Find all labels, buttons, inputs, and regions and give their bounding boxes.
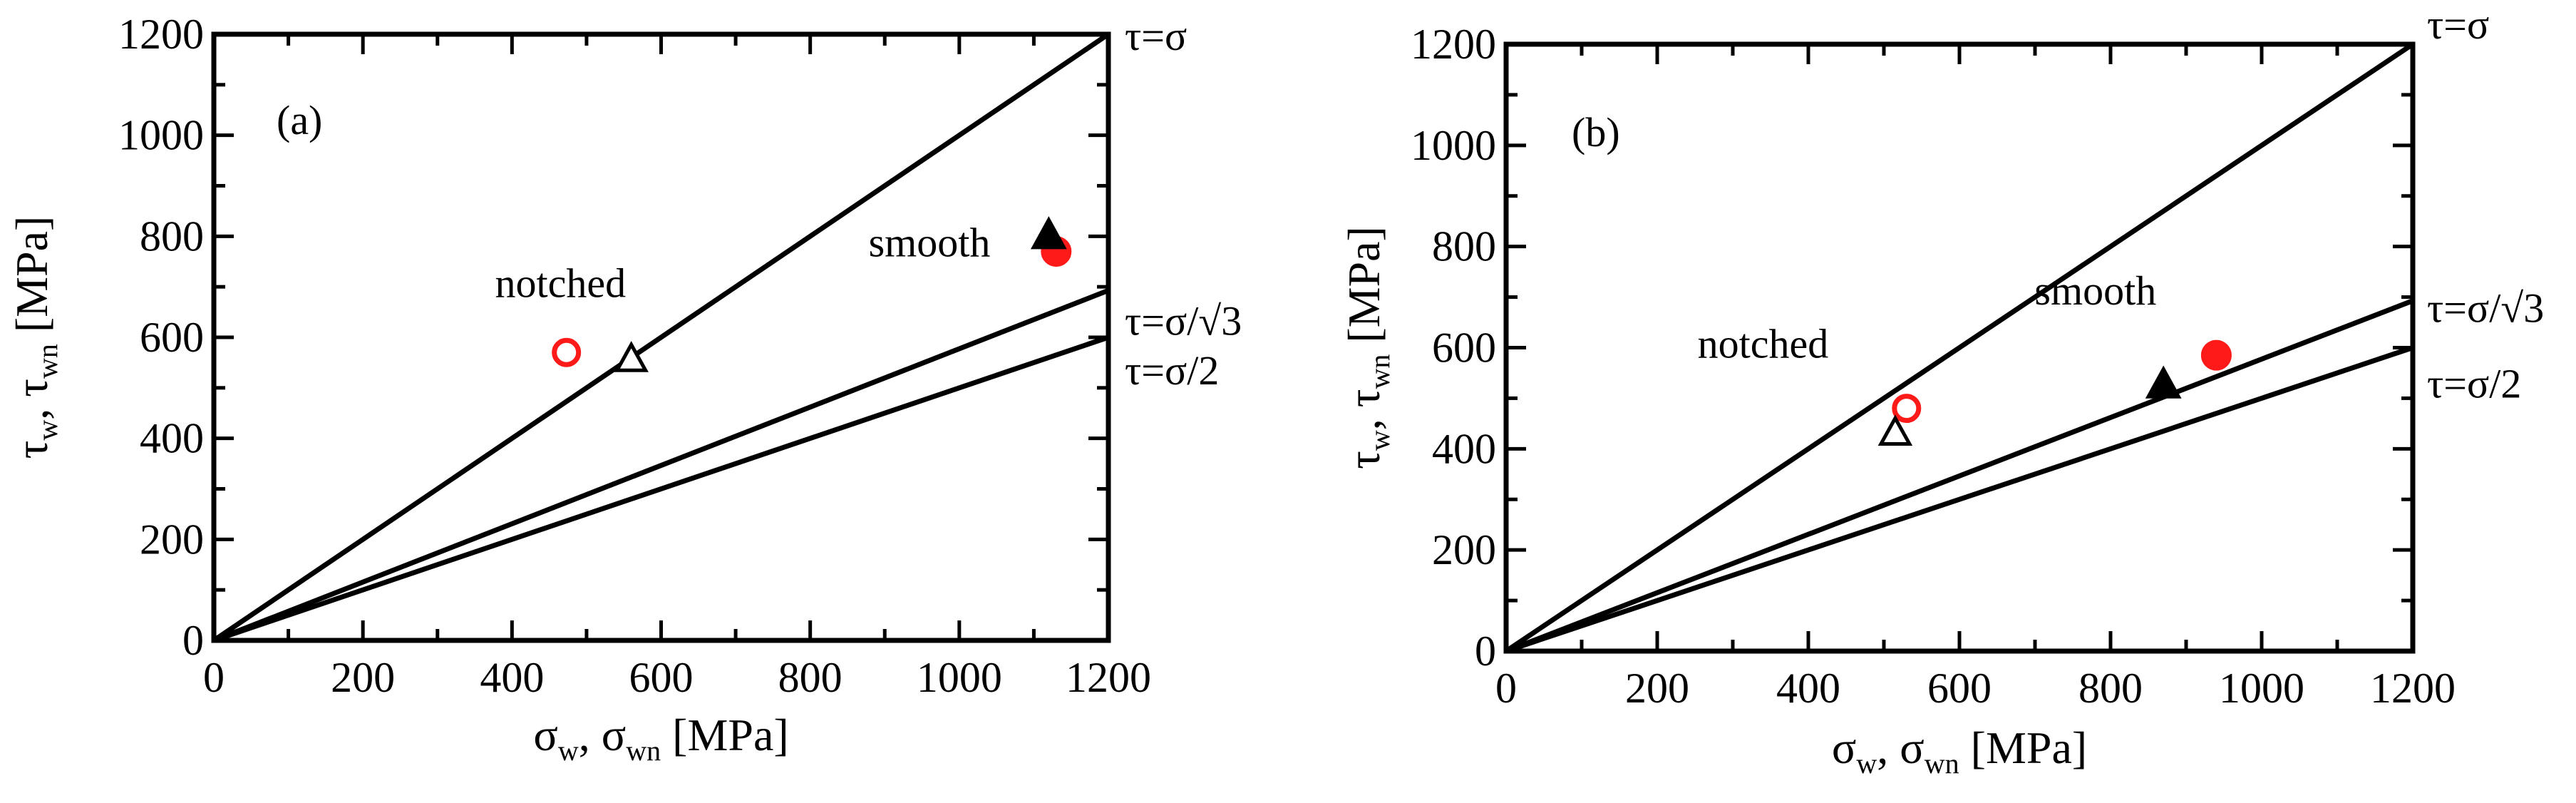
- reference-line-label: τ=σ/√3: [1125, 297, 1242, 344]
- reference-line: [212, 32, 1110, 643]
- x-tick-label: 600: [629, 654, 694, 701]
- x-axis-title-part: w: [558, 735, 579, 767]
- x-axis-title-part: wn: [626, 735, 661, 767]
- y-axis-title-part: τ: [1339, 451, 1389, 469]
- y-axis-title-part: w: [31, 420, 63, 441]
- y-tick-label: 1000: [1411, 122, 1496, 169]
- x-axis-title-part: w: [1856, 747, 1877, 779]
- x-tick-label: 1200: [2370, 665, 2456, 712]
- x-tick-label: 0: [203, 654, 225, 701]
- annotation-smooth: smooth: [869, 220, 991, 266]
- y-tick-label: 1000: [118, 112, 204, 159]
- y-tick-label: 200: [140, 516, 204, 563]
- reference-line-label: τ=σ: [2427, 1, 2489, 48]
- x-axis-title: σw, σwn [MPa]: [1832, 722, 2087, 779]
- panel-a: τ=σ τ=σ/√3τ=σ/2 0 200 400 600 800 1000 1200 0 200 4…: [6, 11, 1242, 767]
- reference-line: [212, 334, 1110, 643]
- x-tick-label: 400: [1776, 665, 1840, 712]
- reference-line: [1505, 345, 2414, 654]
- y-tick-label: 0: [182, 617, 204, 664]
- x-axis-title-part: σ: [533, 710, 558, 760]
- reference-line-label: τ=σ/√3: [2427, 285, 2544, 332]
- data-point-notched-circle: [1892, 394, 1922, 424]
- x-axis-title: σw, σwn [MPa]: [533, 710, 788, 767]
- x-axis-title-part: [MPa]: [661, 710, 789, 760]
- reference-line-label: τ=σ/2: [1125, 347, 1219, 394]
- y-axis-title-part: τ: [6, 441, 57, 459]
- reference-line: [1505, 298, 2414, 654]
- y-axis-title-part: w: [1364, 430, 1396, 451]
- y-axis-title: τw, τwn [MPa]: [1339, 226, 1396, 469]
- y-axis-title: τw, τwn [MPa]: [6, 216, 63, 459]
- y-tick-label: 800: [140, 213, 204, 260]
- x-tick-label: 1000: [917, 654, 1002, 701]
- y-tick-label: 1200: [1411, 21, 1496, 68]
- x-tick-label: 600: [1927, 665, 1992, 712]
- y-tick-label: 600: [140, 314, 204, 361]
- y-tick-label: 400: [1432, 425, 1496, 472]
- annotation-smooth: smooth: [2034, 267, 2156, 314]
- data-point-notched-circle: [552, 337, 582, 367]
- y-axis-title-part: , τ: [1339, 389, 1389, 431]
- x-tick-label: 1200: [1066, 654, 1151, 701]
- panel-b: τ=σ τ=σ/√3 τ=σ/2 0 200 400 600 800 1000 1200 0 200 4…: [1339, 1, 2544, 779]
- y-axis-title-part: [MPa]: [6, 216, 57, 344]
- x-tick-label: 800: [2078, 665, 2143, 712]
- x-axis-title-part: [MPa]: [1959, 722, 2088, 773]
- data-point-smooth-triangle: [1030, 216, 1067, 250]
- y-tick-label: 800: [1432, 223, 1496, 270]
- data-point-smooth-triangle: [2145, 365, 2182, 399]
- reference-line: [1505, 42, 2414, 653]
- y-axis-title-part: [MPa]: [1339, 226, 1389, 354]
- data-point-notched-triangle: [614, 341, 649, 372]
- x-axis-title-part: , σ: [579, 710, 627, 760]
- reference-line-label: τ=σ/2: [2427, 361, 2521, 407]
- annotation-notched: notched: [495, 260, 627, 306]
- x-axis-title-part: σ: [1832, 722, 1857, 773]
- y-axis-title-part: wn: [31, 344, 63, 379]
- panel-label: (b): [1572, 109, 1620, 155]
- x-tick-label: 800: [778, 654, 843, 701]
- reference-line: [212, 287, 1110, 643]
- y-axis-title-part: wn: [1364, 354, 1396, 389]
- x-tick-label: 200: [1625, 665, 1689, 712]
- panel-label: (a): [277, 97, 322, 143]
- x-tick-label: 200: [331, 654, 395, 701]
- x-tick-label: 400: [480, 654, 544, 701]
- y-tick-label: 600: [1432, 324, 1496, 372]
- y-axis-title-part: , τ: [6, 379, 57, 420]
- x-axis-title-part: wn: [1925, 747, 1959, 779]
- reference-line-label: τ=σ: [1125, 13, 1187, 59]
- x-axis-title-part: , σ: [1877, 722, 1925, 773]
- x-tick-label: 1000: [2219, 665, 2304, 712]
- y-tick-label: 200: [1432, 526, 1496, 573]
- data-point-notched-triangle: [1877, 414, 1913, 446]
- x-tick-label: 0: [1495, 665, 1517, 712]
- data-point-smooth-circle: [2200, 339, 2232, 371]
- y-tick-label: 0: [1475, 628, 1496, 675]
- y-tick-label: 1200: [118, 11, 204, 58]
- annotation-notched: notched: [1698, 321, 1829, 367]
- y-tick-label: 400: [140, 415, 204, 462]
